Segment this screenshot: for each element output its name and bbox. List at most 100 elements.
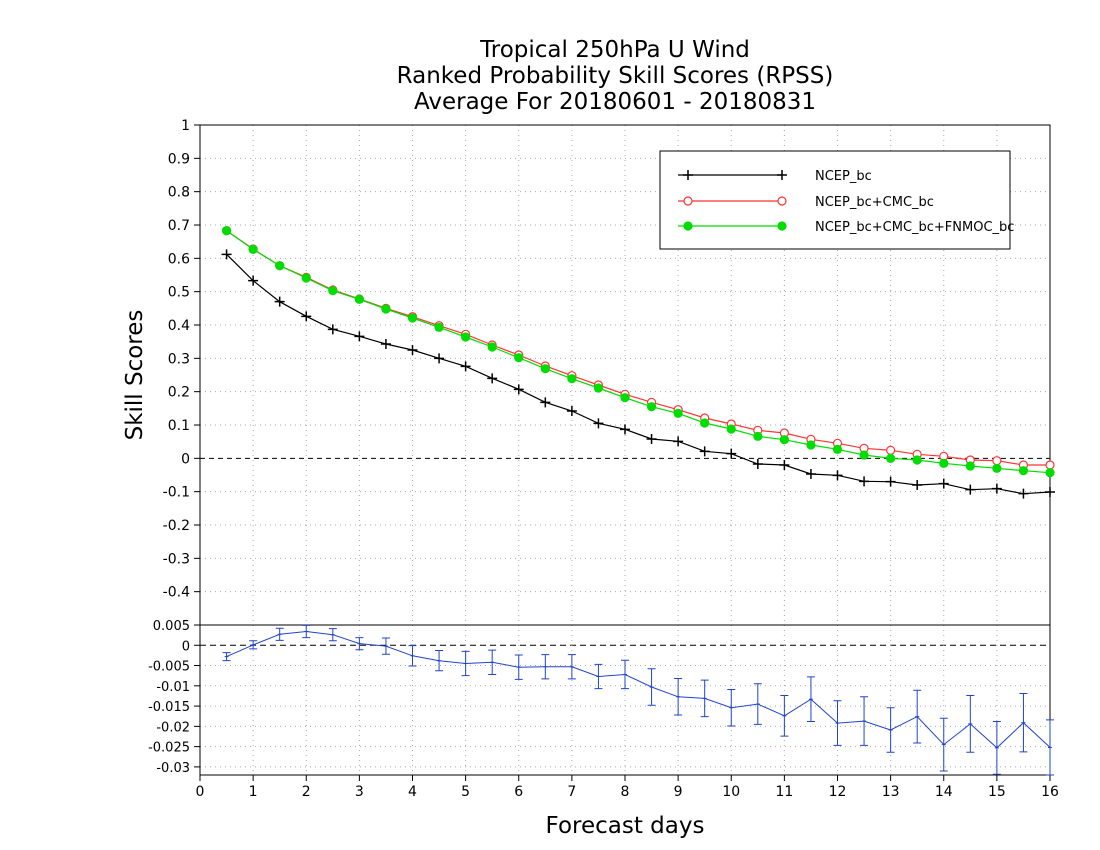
x-tick-label: 4 (408, 784, 417, 800)
data-point (965, 461, 975, 471)
data-point (912, 480, 923, 490)
y-tick-label-upper: -0.3 (163, 551, 190, 567)
y-tick-label-lower: -0.03 (156, 761, 190, 776)
y-axis-label: Skill Scores (122, 310, 148, 441)
y-tick-label-lower: -0.005 (148, 660, 190, 675)
x-tick-label: 8 (621, 784, 630, 800)
x-tick-label: 5 (461, 784, 470, 800)
legend-marker-0 (777, 170, 787, 180)
data-point (540, 397, 551, 408)
series-0 (221, 249, 1055, 499)
data-point (514, 353, 524, 363)
x-tick-label: 11 (775, 784, 793, 800)
data-point (434, 353, 445, 364)
y-tick-label-upper: 0 (181, 451, 190, 467)
legend-label-2: NCEP_bc+CMC_bc+FNMOC_bc (815, 220, 1014, 235)
x-tick-label: 9 (674, 784, 683, 800)
data-point (779, 435, 789, 445)
data-point (753, 431, 763, 441)
data-point (407, 345, 418, 355)
data-point (461, 332, 471, 342)
data-point (248, 275, 259, 286)
data-point (274, 296, 285, 307)
data-point (939, 458, 949, 468)
data-point (992, 456, 1002, 466)
y-tick-label-lower: -0.015 (148, 700, 190, 715)
difference-series-0 (222, 624, 1054, 776)
data-point (991, 483, 1002, 494)
x-tick-label: 2 (302, 784, 311, 800)
data-point (806, 440, 816, 450)
legend-marker-2 (777, 221, 787, 231)
x-tick-label: 14 (935, 784, 953, 800)
data-point (566, 406, 577, 416)
data-point (221, 226, 232, 236)
data-point (460, 361, 471, 372)
data-point (965, 484, 976, 495)
data-point (912, 455, 922, 465)
legend-marker-2 (683, 221, 693, 231)
data-point (380, 339, 391, 349)
x-tick-label: 16 (1041, 784, 1059, 800)
data-point (248, 244, 258, 254)
y-tick-label-upper: -0.1 (163, 485, 190, 501)
series-line (226, 230, 1050, 466)
legend-box (659, 150, 1011, 250)
y-tick-label-upper: -0.2 (163, 518, 190, 534)
data-point (301, 273, 311, 283)
legend-marker-1 (777, 196, 787, 206)
x-tick-label: 3 (355, 784, 364, 800)
y-tick-label-upper: 0.7 (168, 218, 190, 234)
data-point (673, 408, 683, 418)
data-point (513, 384, 524, 395)
legend-marker-1 (683, 196, 693, 206)
data-point (434, 322, 444, 332)
data-point (301, 311, 312, 322)
y-tick-label-upper: 0.9 (168, 151, 190, 167)
series-2 (221, 226, 1055, 478)
data-point (805, 469, 816, 479)
data-point (1045, 468, 1055, 478)
y-tick-label-upper: 0.3 (168, 351, 190, 367)
data-point (328, 286, 338, 296)
x-tick-label: 1 (249, 784, 258, 800)
chart-title-line-2: Ranked Probability Skill Scores (RPSS) (396, 63, 834, 89)
data-point (354, 294, 364, 304)
y-tick-label-lower: -0.02 (156, 720, 190, 735)
x-tick-label: 0 (196, 784, 205, 800)
data-point (700, 418, 710, 428)
legend-label-1: NCEP_bc+CMC_bc (815, 195, 934, 210)
x-tick-label: 13 (882, 784, 900, 800)
data-point (1018, 488, 1029, 499)
chart-title-line-1: Tropical 250hPa U Wind (480, 37, 750, 63)
chart-title-line-3: Average For 20180601 - 20180831 (413, 89, 817, 115)
data-point (540, 364, 550, 374)
y-tick-label-upper: 0.6 (168, 251, 190, 267)
x-tick-label: 7 (567, 784, 576, 800)
series-line (226, 230, 1051, 474)
data-point (673, 436, 684, 447)
x-axis-label: Forecast days (546, 813, 705, 839)
legend-marker-0 (683, 170, 693, 180)
data-point (832, 444, 843, 454)
data-point (620, 424, 630, 435)
y-tick-label-upper: -0.4 (163, 585, 190, 601)
data-point (886, 445, 896, 455)
data-point (381, 304, 391, 314)
data-point (886, 453, 896, 463)
y-tick-label-upper: 0.1 (168, 418, 190, 434)
series-line (226, 253, 1051, 495)
difference-line (226, 630, 1051, 749)
y-tick-label-lower: 0 (182, 639, 190, 654)
data-point (221, 249, 232, 260)
x-tick-label: 10 (722, 784, 740, 800)
data-point (1018, 466, 1029, 476)
data-point (593, 383, 604, 393)
data-point (1045, 460, 1055, 470)
data-point (779, 460, 790, 470)
chart-legend: NCEP_bc NCEP_bc+CMC_bc NCEP_bc+CMC_bc+FN… (659, 150, 1014, 250)
y-tick-label-upper: 1 (181, 118, 190, 134)
data-point (593, 418, 604, 429)
data-point (327, 324, 338, 335)
